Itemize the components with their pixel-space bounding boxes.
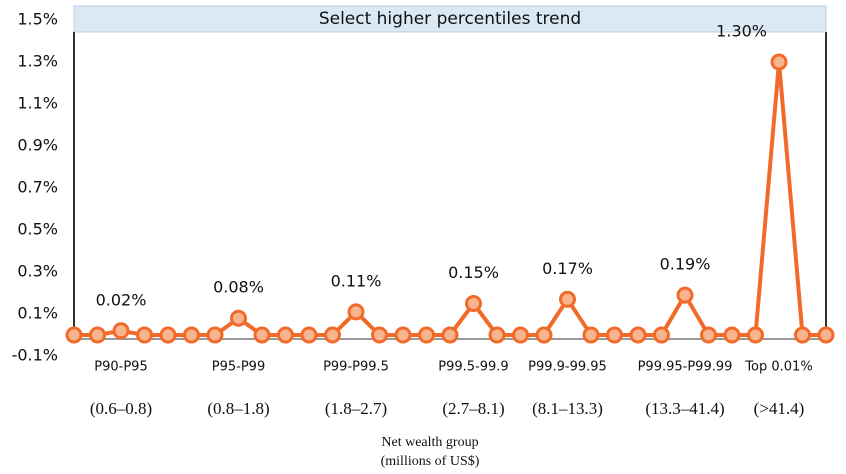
data-point [253, 326, 271, 344]
data-point [324, 326, 341, 344]
y-tick-label: 1.1% [17, 94, 58, 113]
value-label: 0.19% [660, 255, 711, 274]
y-tick-label: 1.5% [17, 10, 58, 29]
x-tick-label: P99.9-99.95 [528, 360, 607, 375]
data-point [817, 326, 835, 344]
data-point [159, 326, 177, 344]
data-point [582, 326, 600, 344]
y-tick-label: -0.1% [12, 346, 58, 365]
data-point [676, 286, 694, 304]
data-point [347, 303, 365, 321]
x-range-label: (2.7–8.1) [442, 399, 504, 418]
y-tick-label: 0.3% [17, 262, 58, 281]
value-label: 0.02% [96, 290, 147, 309]
x-range-label: (8.1–13.3) [532, 399, 603, 418]
data-point [89, 326, 106, 344]
data-point [206, 326, 224, 344]
x-tick-label: P99.95-P99.99 [638, 360, 733, 375]
chart-title: Select higher percentiles trend [319, 9, 581, 29]
y-tick-label: 0.5% [17, 220, 58, 239]
x-range-label: (1.8–2.7) [325, 399, 387, 418]
data-point [300, 326, 318, 344]
x-tick-label: P95-P99 [212, 360, 265, 375]
x-tick-label: P90-P95 [94, 360, 147, 375]
y-tick-label: 0.1% [17, 304, 58, 323]
data-point [371, 326, 388, 344]
x-tick-label: Top 0.01% [744, 360, 812, 375]
data-point [136, 326, 153, 344]
data-point [277, 326, 294, 344]
data-point [794, 326, 811, 344]
data-point [230, 309, 247, 327]
y-tick-label: 0.7% [17, 178, 58, 197]
data-point [559, 290, 576, 308]
x-range-label: (>41.4) [754, 399, 805, 418]
value-label: 0.17% [542, 259, 593, 278]
data-point [394, 326, 412, 344]
x-tick-label: P99.5-99.9 [438, 360, 508, 375]
x-axis-label: (millions of US$) [381, 454, 480, 469]
value-label: 0.11% [331, 271, 382, 290]
x-range-label: (13.3–41.4) [645, 399, 724, 418]
data-point [465, 295, 482, 312]
data-point [747, 326, 764, 344]
x-axis-label: Net wealth group [381, 435, 478, 450]
data-point [183, 326, 200, 344]
x-tick-label: P99-P99.5 [323, 360, 389, 375]
data-point [65, 326, 83, 344]
series-line [74, 61, 826, 337]
x-range-label: (0.6–0.8) [90, 399, 152, 418]
data-point [441, 326, 459, 344]
data-point [770, 53, 788, 71]
data-point [629, 326, 647, 344]
data-point [418, 326, 435, 344]
value-label: 1.30% [716, 22, 767, 41]
x-range-label: (0.8–1.8) [207, 399, 269, 418]
data-point [653, 326, 670, 344]
data-point [606, 326, 623, 344]
title-band [73, 5, 827, 33]
y-tick-label: 1.3% [17, 52, 58, 71]
data-point [488, 326, 506, 344]
value-label: 0.15% [448, 263, 499, 282]
y-tick-label: 0.9% [17, 136, 58, 155]
data-point [535, 326, 553, 344]
data-point [700, 326, 717, 344]
data-point [112, 322, 130, 340]
data-point [512, 326, 529, 344]
value-label: 0.08% [213, 278, 264, 297]
data-point [723, 326, 741, 344]
